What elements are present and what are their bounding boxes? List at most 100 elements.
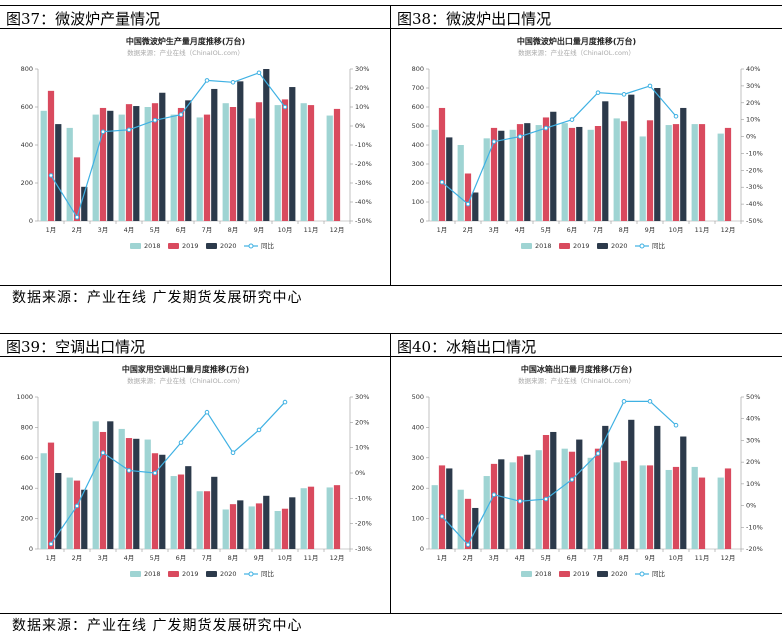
x-tick-label: 9月 <box>645 554 656 562</box>
bar-2018 <box>717 477 724 549</box>
legend-label: 2019 <box>182 570 199 578</box>
bar-2020 <box>237 81 244 221</box>
y2-tick-label: -20% <box>746 545 763 553</box>
bar-2020 <box>680 107 687 221</box>
bar-2020 <box>133 106 140 221</box>
y2-tick-label: 20% <box>746 458 760 466</box>
bar-2019 <box>724 468 732 549</box>
yoy-line <box>50 401 286 545</box>
y-tick-label: 800 <box>21 65 33 73</box>
x-tick-label: 7月 <box>202 554 213 562</box>
y2-tick-label: -40% <box>355 198 372 206</box>
bar-2018 <box>665 469 672 549</box>
x-tick-label: 3月 <box>489 554 500 562</box>
bar-2019 <box>464 173 472 221</box>
panel-header: 图37：微波炉产量情况 <box>0 5 391 29</box>
y-tick-label: 0 <box>420 545 424 553</box>
x-tick-label: 8月 <box>228 226 239 234</box>
bar-2019 <box>177 107 185 221</box>
bar-2019 <box>490 463 498 549</box>
yoy-point <box>204 78 210 83</box>
y-tick-label: 300 <box>412 160 424 168</box>
legend-swatch-2020 <box>597 571 608 577</box>
bar-2018 <box>40 110 47 221</box>
x-tick-label: 6月 <box>567 554 578 562</box>
bar-2019 <box>307 486 315 549</box>
chart-microwave-export: 中国微波炉出口量月度推移(万台) 数据来源：产业在线（ChinaIOL.com） 0… <box>412 36 763 250</box>
y-tick-label: 200 <box>412 179 424 187</box>
legend-marker <box>248 571 254 577</box>
x-tick-label: 2月 <box>72 554 83 562</box>
bar-2020 <box>211 88 218 221</box>
yoy-point <box>256 427 262 433</box>
bar-2018 <box>639 465 646 549</box>
y2-tick-label: 10% <box>355 103 369 111</box>
bar-2019 <box>438 465 446 549</box>
bar-2020 <box>81 489 88 549</box>
panel-microwave-export: 图38：微波炉出口情况 中国微波炉出口量月度推移(万台) 数据来源：产业在线（Ch… <box>391 5 782 285</box>
y2-tick-label: -30% <box>746 183 763 191</box>
bar-2018 <box>274 105 281 221</box>
y2-tick-label: 10% <box>355 444 369 452</box>
yoy-point <box>621 399 627 404</box>
chart-title: 中国微波炉生产量月度推移(万台) <box>126 36 245 46</box>
bar-2019 <box>646 465 654 549</box>
bar-2020 <box>289 497 296 549</box>
bar-2019 <box>281 508 289 549</box>
bar-2020 <box>628 419 635 549</box>
chart-subtitle: 数据来源：产业在线（ChinaIOL.com） <box>127 48 244 57</box>
y-tick-label: 600 <box>21 103 33 111</box>
panel-header: 图40：冰箱出口情况 <box>391 333 782 357</box>
y-tick-label: 400 <box>412 141 424 149</box>
bar-2018 <box>222 103 229 221</box>
y-tick-label: 200 <box>21 515 33 523</box>
x-tick-label: 9月 <box>645 226 656 234</box>
bar-2019 <box>151 103 159 221</box>
bar-2019 <box>646 120 654 221</box>
bar-2018 <box>509 462 516 549</box>
bar-2020 <box>55 473 62 549</box>
bar-2018 <box>170 476 177 549</box>
y2-tick-label: -40% <box>746 200 763 208</box>
bar-2020 <box>159 92 166 221</box>
legend-swatch-2018 <box>130 243 141 249</box>
x-tick-label: 10月 <box>669 226 684 234</box>
x-tick-label: 12月 <box>330 226 345 234</box>
bar-2018 <box>248 506 255 549</box>
yoy-point <box>673 422 679 428</box>
chart-subtitle: 数据来源：产业在线（ChinaIOL.com） <box>518 48 635 57</box>
bar-2018 <box>561 448 568 549</box>
bar-2020 <box>211 476 218 549</box>
bar-2019 <box>724 127 732 221</box>
legend-swatch-2020 <box>597 243 608 249</box>
bar-2020 <box>446 137 453 221</box>
yoy-point <box>673 113 679 119</box>
x-tick-label: 9月 <box>254 226 265 234</box>
legend-swatch-2020 <box>206 243 217 249</box>
legend-swatch-2019 <box>168 243 179 249</box>
legend-swatch-2019 <box>559 571 570 577</box>
bar-2018 <box>66 477 73 549</box>
bar-2018 <box>665 125 672 221</box>
bar-2019 <box>438 107 446 221</box>
x-tick-label: 4月 <box>124 554 135 562</box>
yoy-point <box>204 409 210 415</box>
bar-2018 <box>40 453 47 549</box>
bar-2019 <box>281 99 289 221</box>
legend-label: 同比 <box>652 241 666 250</box>
y-tick-label: 1000 <box>16 393 33 401</box>
legend-swatch-2018 <box>521 571 532 577</box>
bar-2019 <box>542 435 550 549</box>
y-tick-label: 500 <box>412 122 424 130</box>
y2-tick-label: -10% <box>746 523 763 531</box>
y-tick-label: 300 <box>412 454 424 462</box>
bar-2019 <box>568 127 576 221</box>
bar-2018 <box>587 129 594 221</box>
bar-2018 <box>535 125 542 221</box>
x-tick-label: 11月 <box>304 554 319 562</box>
y-tick-label: 200 <box>412 484 424 492</box>
chart-subtitle: 数据来源：产业在线（ChinaIOL.com） <box>518 376 635 385</box>
panel-divider <box>390 5 391 285</box>
yoy-point <box>465 542 471 547</box>
y2-tick-label: 20% <box>746 99 760 107</box>
